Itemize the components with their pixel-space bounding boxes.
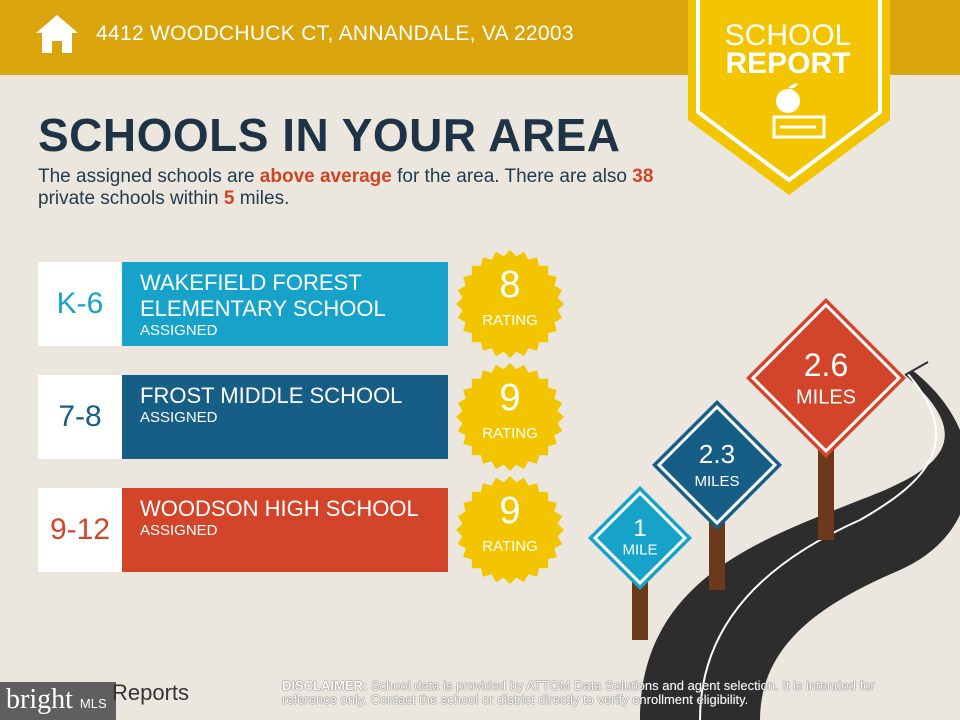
distance-sign: 2.6 MILES: [746, 298, 906, 540]
apple-on-book-icon: [772, 83, 826, 139]
school-name: WOODSON HIGH SCHOOL: [140, 496, 419, 521]
school-info: WOODSON HIGH SCHOOL ASSIGNED: [122, 488, 448, 572]
bright-mls-logo: bright MLS: [0, 682, 116, 720]
sign-value: 1: [633, 515, 646, 542]
sign-unit: MILES: [796, 387, 856, 409]
school-info: FROST MIDDLE SCHOOL ASSIGNED: [122, 375, 448, 459]
rating-label: RATING: [482, 312, 538, 329]
school-row: K-6 WAKEFIELD FOREST ELEMENTARY SCHOOL AS…: [38, 250, 564, 358]
grade-range: 7-8: [38, 375, 122, 459]
rating-seal: 9 RATING: [456, 363, 564, 471]
school-row: 7-8 FROST MIDDLE SCHOOL ASSIGNED 9 RATING: [38, 363, 564, 471]
badge-line1: SCHOOL: [724, 19, 852, 52]
school-status: ASSIGNED: [140, 409, 218, 426]
rating-label: RATING: [482, 425, 538, 442]
school-status: ASSIGNED: [140, 522, 218, 539]
rating-label: RATING: [482, 538, 538, 555]
page-title: SCHOOLS IN YOUR AREA: [38, 109, 621, 161]
distance-sign: 2.3 MILES: [652, 400, 782, 590]
rating-value: 9: [499, 490, 521, 532]
school-row: 9-12 WOODSON HIGH SCHOOL ASSIGNED 9 RATING: [38, 476, 564, 584]
grade-range: K-6: [38, 262, 122, 346]
summary-text: The assigned schools are above average f…: [38, 166, 654, 209]
sign-value: 2.6: [804, 347, 848, 383]
school-report-badge: SCHOOL REPORT: [688, 0, 890, 200]
badge-line2: REPORT: [725, 47, 851, 80]
rating-value: 9: [499, 377, 521, 419]
sign-unit: MILE: [622, 542, 657, 559]
distance-sign: 1 MILE: [588, 486, 692, 640]
property-address: 4412 WOODCHUCK CT, ANNANDALE, VA 22003: [96, 22, 574, 45]
reports-brand: Reports: [112, 680, 190, 705]
disclaimer: DISCLAIMER: School data is provided by A…: [282, 678, 875, 707]
rating-value: 8: [499, 264, 521, 306]
school-name: FROST MIDDLE SCHOOL: [140, 383, 403, 408]
sign-value: 2.3: [699, 439, 735, 469]
school-status: ASSIGNED: [140, 322, 218, 339]
rating-seal: 8 RATING: [456, 250, 564, 358]
home-icon: [36, 15, 78, 53]
school-name: WAKEFIELD FOREST ELEMENTARY SCHOOL: [140, 270, 386, 321]
grade-range: 9-12: [38, 488, 122, 572]
school-info: WAKEFIELD FOREST ELEMENTARY SCHOOL ASSIGN…: [122, 262, 448, 346]
sign-unit: MILES: [694, 473, 739, 490]
rating-seal: 9 RATING: [456, 476, 564, 584]
